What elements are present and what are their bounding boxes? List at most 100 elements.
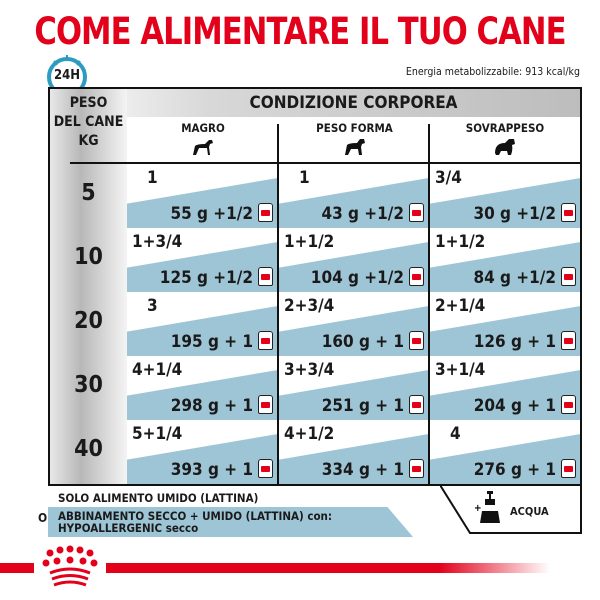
wet-cans-count: 1+1/2 — [435, 232, 486, 252]
royal-canin-crown-logo — [42, 545, 98, 587]
brand-bar — [0, 563, 34, 573]
legend-mixed: ABBINAMENTO SECCO + UMIDO (LATTINA) con:… — [48, 507, 413, 537]
column-divider — [277, 124, 279, 484]
dry-amount: 30 g +1/2 — [473, 204, 556, 224]
table-cell: 3+1/4 204 g + 1 — [430, 356, 580, 420]
wet-cans-count: 1 — [299, 168, 310, 188]
brand-bar — [106, 563, 550, 573]
column-label: MAGRO — [181, 121, 225, 135]
can-icon — [258, 203, 273, 222]
table-cell: 2+3/4 160 g + 1 — [279, 292, 428, 356]
table-cell: 4+1/4 298 g + 1 — [127, 356, 277, 420]
can-icon — [409, 395, 424, 414]
can-icon — [258, 395, 273, 414]
legend-mixed-text: ABBINAMENTO SECCO + UMIDO (LATTINA) con: — [58, 509, 333, 523]
weight-value: 5 — [81, 180, 96, 206]
weight-value: 20 — [74, 308, 103, 334]
wet-cans-count: 1 — [147, 168, 158, 188]
table-cell: 3 195 g + 1 — [127, 292, 277, 356]
page-title: COME ALIMENTARE IL TUO CANE — [34, 10, 566, 53]
feeding-table: PESO DEL CANE KG CONDIZIONE CORPOREA MAG… — [48, 87, 582, 486]
table-cell: 2+1/4 126 g + 1 — [430, 292, 580, 356]
can-icon — [409, 203, 424, 222]
dry-amount: 204 g + 1 — [473, 396, 556, 416]
dry-amount: 104 g +1/2 — [310, 268, 404, 288]
water-box: + ACQUA — [440, 485, 582, 535]
overweight-dog-icon — [495, 139, 515, 155]
dry-amount: 126 g + 1 — [473, 332, 556, 352]
wet-cans-count: 4+1/2 — [284, 424, 335, 444]
wet-cans-count: 2+3/4 — [284, 296, 335, 316]
table-cell: 1 55 g +1/2 — [127, 164, 277, 228]
dry-amount: 195 g + 1 — [170, 332, 253, 352]
wet-cans-count: 3/4 — [435, 168, 462, 188]
weight-header: PESO DEL CANE KG — [50, 94, 127, 151]
dry-amount: 251 g + 1 — [321, 396, 404, 416]
clock-label: 24H — [53, 68, 81, 83]
dry-amount: 298 g + 1 — [170, 396, 253, 416]
can-icon — [561, 203, 576, 222]
legend-or: O — [38, 511, 48, 525]
can-icon — [258, 459, 273, 478]
can-icon — [258, 267, 273, 286]
table-cell: 4 276 g + 1 — [430, 420, 580, 484]
can-icon — [409, 459, 424, 478]
dry-amount: 334 g + 1 — [321, 460, 404, 480]
column-header-lean: MAGRO — [127, 117, 279, 162]
weight-value: 40 — [74, 436, 103, 462]
weight-column — [50, 89, 127, 484]
can-icon — [258, 331, 273, 350]
wet-cans-count: 4+1/4 — [132, 360, 183, 380]
wet-cans-count: 4 — [450, 424, 461, 444]
dry-amount: 125 g +1/2 — [159, 268, 253, 288]
wet-cans-count: 3+3/4 — [284, 360, 335, 380]
table-cell: 5+1/4 393 g + 1 — [127, 420, 277, 484]
table-cell: 1 43 g +1/2 — [279, 164, 428, 228]
weight-value: 10 — [74, 244, 103, 270]
wet-cans-count: 2+1/4 — [435, 296, 486, 316]
weight-header-line: KG — [78, 133, 99, 149]
column-divider — [428, 124, 430, 484]
condition-header: CONDIZIONE CORPOREA — [249, 93, 458, 113]
dry-amount: 84 g +1/2 — [473, 268, 556, 288]
column-headers: MAGRO PESO FORMA SOVRAPPESO — [127, 117, 580, 164]
column-header-overweight: SOVRAPPESO — [430, 117, 580, 162]
weight-header-line: PESO — [69, 95, 108, 111]
svg-text:+: + — [474, 503, 482, 514]
wet-cans-count: 1+3/4 — [132, 232, 183, 252]
table-cell: 3/4 30 g +1/2 — [430, 164, 580, 228]
dry-amount: 160 g + 1 — [321, 332, 404, 352]
dry-amount: 43 g +1/2 — [321, 204, 404, 224]
can-icon — [561, 459, 576, 478]
table-cell: 4+1/2 334 g + 1 — [279, 420, 428, 484]
ideal-dog-icon — [344, 139, 365, 155]
water-label: ACQUA — [510, 505, 549, 518]
table-cell: 1+3/4 125 g +1/2 — [127, 228, 277, 292]
column-header-ideal: PESO FORMA — [279, 117, 430, 162]
can-icon — [409, 267, 424, 286]
energy-info: Energia metabolizzabile: 913 kcal/kg — [405, 66, 580, 78]
wet-cans-count: 5+1/4 — [132, 424, 183, 444]
table-cell: 3+3/4 251 g + 1 — [279, 356, 428, 420]
can-icon — [409, 331, 424, 350]
dry-amount: 276 g + 1 — [473, 460, 556, 480]
weight-header-line: DEL CANE — [53, 114, 124, 130]
legend-mixed-dry: HYPOALLERGENIC secco — [58, 521, 199, 535]
wet-cans-count: 1+1/2 — [284, 232, 335, 252]
can-icon — [561, 267, 576, 286]
water-tap-icon: + — [474, 491, 500, 523]
can-icon — [561, 331, 576, 350]
legend-wet-only: SOLO ALIMENTO UMIDO (LATTINA) — [58, 491, 259, 505]
dry-amount: 55 g +1/2 — [170, 204, 253, 224]
dry-amount: 393 g + 1 — [170, 460, 253, 480]
lean-dog-icon — [193, 140, 213, 155]
wet-cans-count: 3 — [147, 296, 158, 316]
can-icon — [561, 395, 576, 414]
header-divider — [70, 162, 580, 164]
table-cell: 1+1/2 104 g +1/2 — [279, 228, 428, 292]
column-label: PESO FORMA — [316, 121, 393, 135]
wet-cans-count: 3+1/4 — [435, 360, 486, 380]
table-cell: 1+1/2 84 g +1/2 — [430, 228, 580, 292]
weight-value: 30 — [74, 372, 103, 398]
column-label: SOVRAPPESO — [465, 121, 545, 135]
